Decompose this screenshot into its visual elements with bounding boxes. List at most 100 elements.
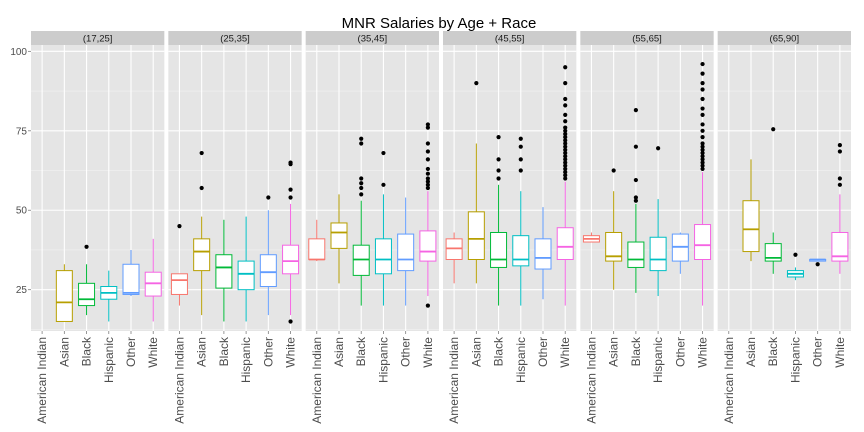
facet-strip-45-55	[443, 31, 577, 45]
x-tick-label-other: Other	[399, 337, 413, 367]
x-tick-label-asian: Asian	[607, 337, 621, 367]
facet-label-25-35: (25,35]	[220, 34, 250, 45]
outlier-point	[771, 127, 776, 132]
box-45-55-other	[534, 238, 552, 270]
outlier-point	[266, 195, 271, 200]
outlier-point	[518, 157, 523, 162]
outlier-point	[518, 144, 523, 149]
x-tick-label-other: Other	[261, 337, 275, 367]
box-35-45-other	[397, 233, 415, 272]
outlier-point	[563, 166, 568, 172]
x-tick-label-black: Black	[80, 336, 94, 366]
outlier-point	[700, 166, 705, 172]
outlier-point	[359, 181, 364, 186]
facet-label-45-55: (45,55]	[495, 34, 525, 45]
outlier-point	[793, 252, 798, 257]
outlier-point	[563, 138, 568, 143]
box-65-90-white	[831, 231, 849, 262]
box-65-90-asian	[742, 200, 760, 253]
outlier-point	[199, 150, 204, 156]
box-45-55-hispanic	[512, 235, 530, 267]
facet-panel-65-90	[717, 45, 851, 331]
outlier-point	[288, 319, 293, 324]
box-25-35-other	[259, 254, 277, 288]
x-tick-label-white: White	[146, 337, 160, 368]
outlier-point	[425, 185, 430, 191]
y-tick-label: 50	[16, 206, 28, 217]
box-25-35-american-indian	[170, 273, 188, 295]
x-tick-label-hispanic: Hispanic	[239, 337, 253, 383]
outlier-point	[84, 244, 89, 249]
box-17-25-asian	[55, 270, 73, 322]
outlier-point	[359, 185, 364, 191]
box-25-35-asian	[193, 238, 211, 272]
x-tick-label-asian: Asian	[744, 337, 758, 367]
x-tick-label-white: White	[833, 337, 847, 368]
x-tick-label-black: Black	[629, 336, 643, 366]
outlier-point	[700, 122, 705, 127]
box-25-35-hispanic	[237, 260, 255, 291]
outlier-point	[563, 112, 568, 118]
outlier-point	[425, 166, 430, 172]
outlier-point	[381, 150, 386, 156]
outlier-point	[496, 135, 501, 140]
outlier-point	[563, 131, 568, 137]
facet-panel-35-45	[305, 45, 439, 331]
x-tick-label-american-indian: American Indian	[172, 337, 186, 424]
x-tick-label-asian: Asian	[469, 337, 483, 367]
outlier-point	[563, 96, 568, 102]
outlier-point	[563, 103, 568, 108]
facet-label-55-65: (55,65]	[632, 34, 662, 45]
outlier-point	[563, 170, 568, 175]
outlier-point	[425, 171, 430, 176]
outlier-point	[496, 157, 501, 162]
outlier-point	[633, 108, 638, 113]
x-tick-label-asian: Asian	[332, 337, 346, 367]
box-45-55-asian	[467, 211, 485, 260]
outlier-point	[518, 168, 523, 173]
outlier-point	[563, 125, 568, 130]
x-tick-label-black: Black	[217, 336, 231, 366]
outlier-point	[359, 192, 364, 197]
outlier-point	[700, 61, 705, 67]
outlier-point	[425, 179, 430, 184]
x-tick-label-hispanic: Hispanic	[102, 337, 116, 383]
outlier-point	[700, 71, 705, 76]
outlier-point	[563, 160, 568, 165]
outlier-point	[563, 163, 568, 168]
x-tick-label-hispanic: Hispanic	[376, 337, 390, 383]
outlier-point	[425, 122, 430, 127]
outlier-point	[563, 119, 568, 124]
x-tick-label-other: Other	[124, 337, 138, 367]
x-tick-label-other: Other	[811, 337, 825, 367]
outlier-point	[563, 128, 568, 133]
outlier-point	[633, 195, 638, 200]
outlier-point	[425, 125, 430, 130]
box-65-90-black	[764, 243, 782, 262]
x-tick-label-hispanic: Hispanic	[788, 337, 802, 383]
outlier-point	[700, 141, 705, 146]
outlier-point	[815, 262, 820, 267]
outlier-point	[837, 143, 842, 148]
outlier-point	[177, 224, 182, 229]
outlier-point	[381, 182, 386, 187]
outlier-point	[425, 141, 430, 146]
outlier-point	[563, 150, 568, 156]
outlier-point	[700, 163, 705, 168]
outlier-point	[496, 168, 501, 173]
outlier-point	[359, 141, 364, 146]
outlier-point	[425, 149, 430, 154]
outlier-point	[359, 136, 364, 141]
facet-label-35-45: (35,45]	[358, 34, 388, 45]
outlier-point	[700, 112, 705, 118]
facet-label-17-25: (17,25]	[83, 34, 113, 45]
box-35-45-asian	[330, 222, 348, 249]
box-17-25-black	[78, 282, 96, 307]
x-tick-label-black: Black	[354, 336, 368, 366]
outlier-point	[288, 195, 293, 200]
outlier-point	[199, 185, 204, 191]
outlier-point	[611, 168, 616, 173]
outlier-point	[563, 144, 568, 149]
outlier-point	[563, 173, 568, 178]
